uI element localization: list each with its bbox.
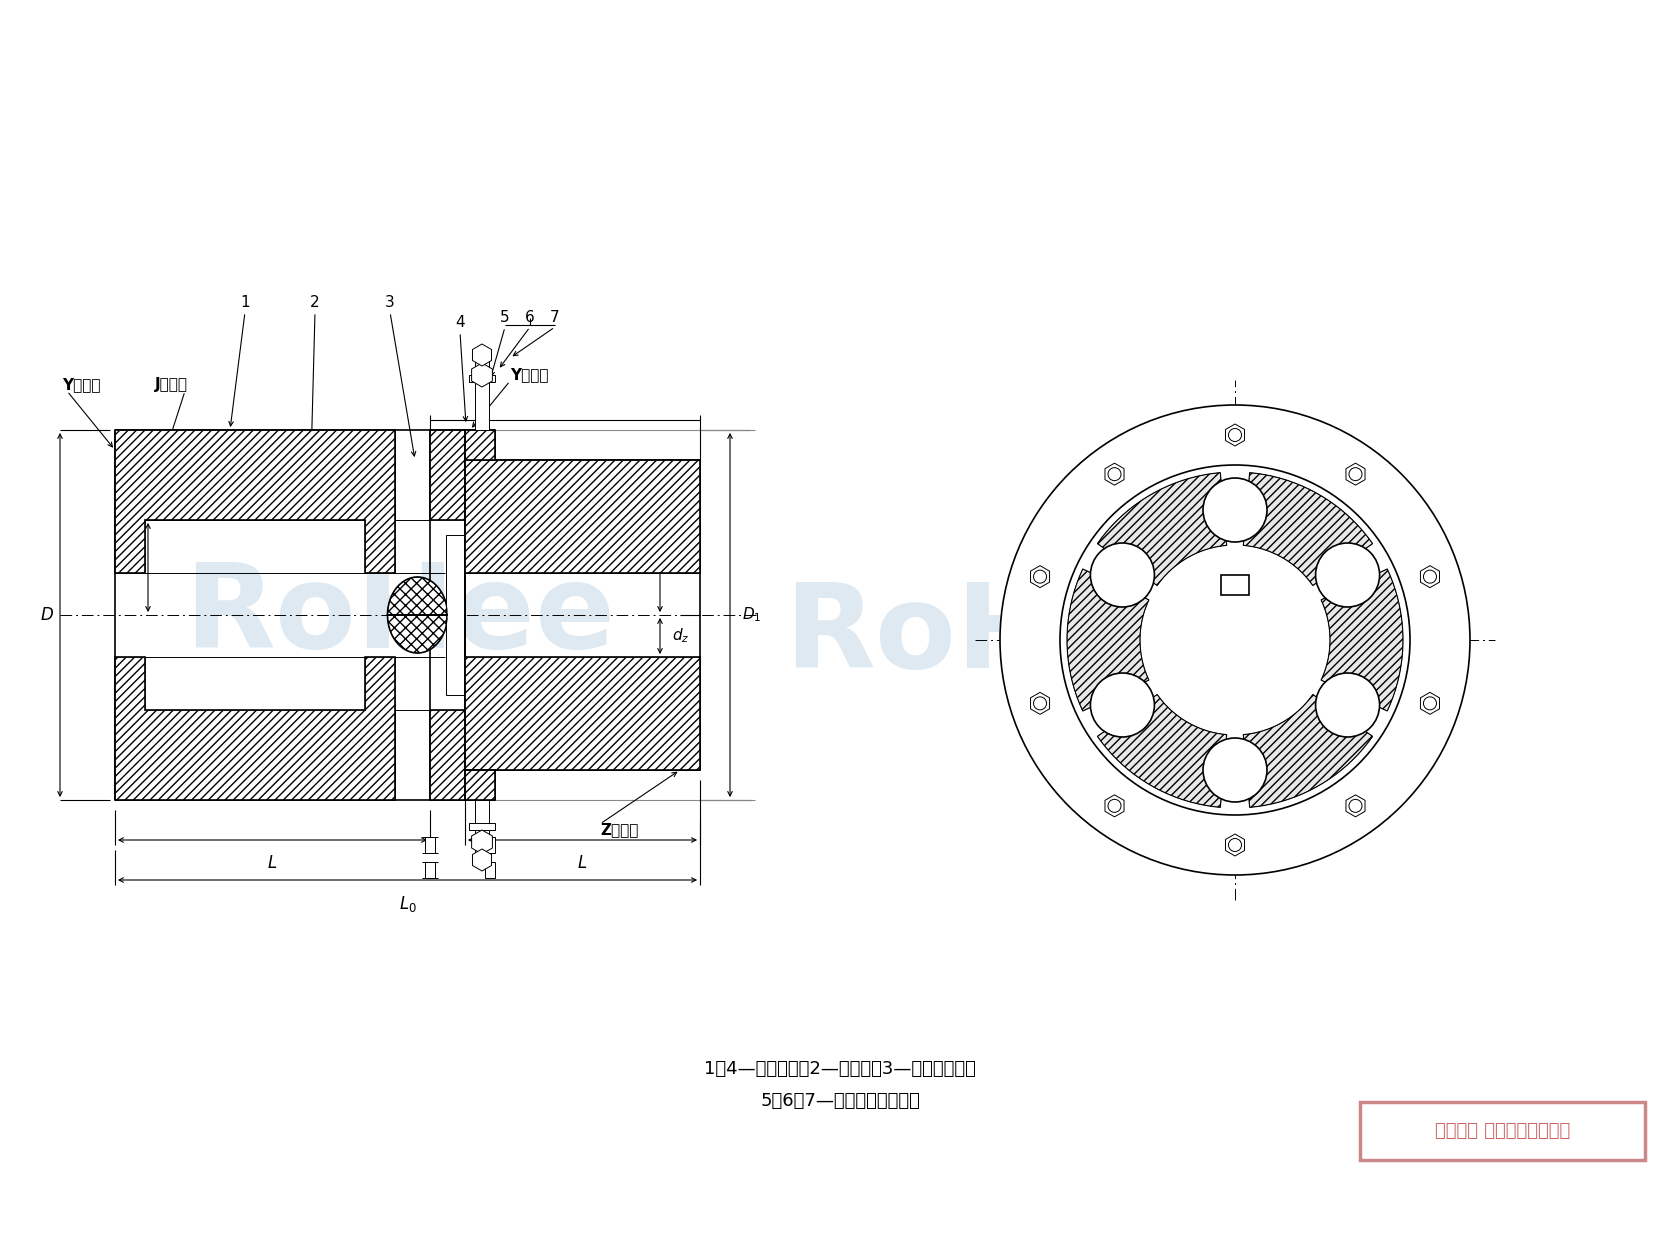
Text: 3: 3 (385, 295, 395, 310)
Circle shape (1203, 478, 1267, 542)
Bar (475, 800, 489, 861)
Circle shape (1315, 673, 1379, 737)
Polygon shape (465, 430, 496, 460)
Text: Z型轴孔: Z型轴孔 (600, 823, 638, 838)
Circle shape (1033, 571, 1047, 583)
Polygon shape (1105, 464, 1124, 485)
Circle shape (1423, 571, 1436, 583)
Polygon shape (1030, 692, 1050, 714)
Circle shape (1349, 799, 1362, 813)
Circle shape (1090, 543, 1154, 607)
Polygon shape (1097, 694, 1226, 808)
Bar (425, 837, 435, 853)
Bar (1361, 1102, 1645, 1160)
Polygon shape (1225, 425, 1245, 446)
Circle shape (1060, 465, 1410, 815)
Text: 6: 6 (526, 310, 534, 325)
Polygon shape (1243, 472, 1373, 586)
Text: L: L (267, 854, 277, 872)
Text: 4: 4 (455, 315, 465, 330)
Polygon shape (1030, 566, 1050, 587)
Bar (486, 837, 496, 853)
Polygon shape (430, 430, 465, 520)
Polygon shape (472, 830, 492, 854)
Bar (469, 823, 496, 830)
Polygon shape (1105, 795, 1124, 816)
Text: $d_1$: $d_1$ (121, 558, 138, 577)
Polygon shape (114, 430, 395, 573)
Text: 1、4—半联轴器；2—弹性件；3—法兰连接件；
5、6、7—螺栓、螺母、坤片: 1、4—半联轴器；2—弹性件；3—法兰连接件； 5、6、7—螺栓、螺母、坤片 (704, 1060, 976, 1110)
Bar (469, 375, 496, 382)
Polygon shape (1067, 570, 1149, 711)
Polygon shape (430, 709, 465, 800)
Polygon shape (1225, 834, 1245, 856)
Text: L: L (578, 854, 586, 872)
Circle shape (1033, 697, 1047, 709)
Text: $D_1$: $D_1$ (743, 606, 761, 625)
Text: 版权所有 侵权必被严厉追究: 版权所有 侵权必被严厉追究 (1435, 1121, 1571, 1140)
Circle shape (1147, 552, 1324, 728)
Text: 2: 2 (311, 295, 319, 310)
Polygon shape (1243, 694, 1373, 808)
Circle shape (1000, 404, 1470, 874)
Polygon shape (465, 460, 701, 573)
Polygon shape (388, 615, 447, 653)
Polygon shape (472, 344, 492, 365)
Text: D: D (40, 606, 54, 624)
Polygon shape (388, 577, 447, 615)
Text: Y型轴孔: Y型轴孔 (62, 378, 101, 393)
Circle shape (1090, 673, 1154, 737)
Bar (1221, 575, 1248, 595)
Bar (475, 355, 489, 430)
Text: 5: 5 (501, 310, 509, 325)
Circle shape (1062, 467, 1408, 813)
Text: $d_z$: $d_z$ (672, 626, 689, 645)
Text: 7: 7 (549, 310, 559, 325)
Polygon shape (1346, 795, 1366, 816)
Polygon shape (472, 849, 492, 871)
Text: RoHee: RoHee (185, 557, 615, 673)
Circle shape (1423, 697, 1436, 709)
Polygon shape (1421, 692, 1440, 714)
Circle shape (1228, 428, 1242, 441)
Polygon shape (1320, 570, 1403, 711)
Text: RoHee: RoHee (785, 577, 1216, 693)
Polygon shape (472, 363, 492, 387)
Circle shape (1109, 467, 1121, 480)
Circle shape (1349, 467, 1362, 480)
Text: 1: 1 (240, 295, 250, 310)
Bar (486, 862, 496, 878)
Text: $d_2$: $d_2$ (672, 528, 689, 547)
Text: Y型轴孔: Y型轴孔 (511, 368, 548, 383)
Polygon shape (1097, 472, 1226, 586)
Circle shape (1315, 543, 1379, 607)
Circle shape (1109, 799, 1121, 813)
Bar (425, 862, 435, 878)
Polygon shape (114, 656, 395, 800)
Text: $L_0$: $L_0$ (398, 895, 417, 913)
Bar (445, 536, 464, 696)
Polygon shape (465, 656, 701, 770)
Circle shape (1228, 838, 1242, 852)
Polygon shape (1421, 566, 1440, 587)
Text: J型轴孔: J型轴孔 (155, 378, 188, 393)
Circle shape (1203, 738, 1267, 803)
Polygon shape (1346, 464, 1366, 485)
Circle shape (1188, 593, 1282, 687)
Polygon shape (465, 770, 496, 800)
